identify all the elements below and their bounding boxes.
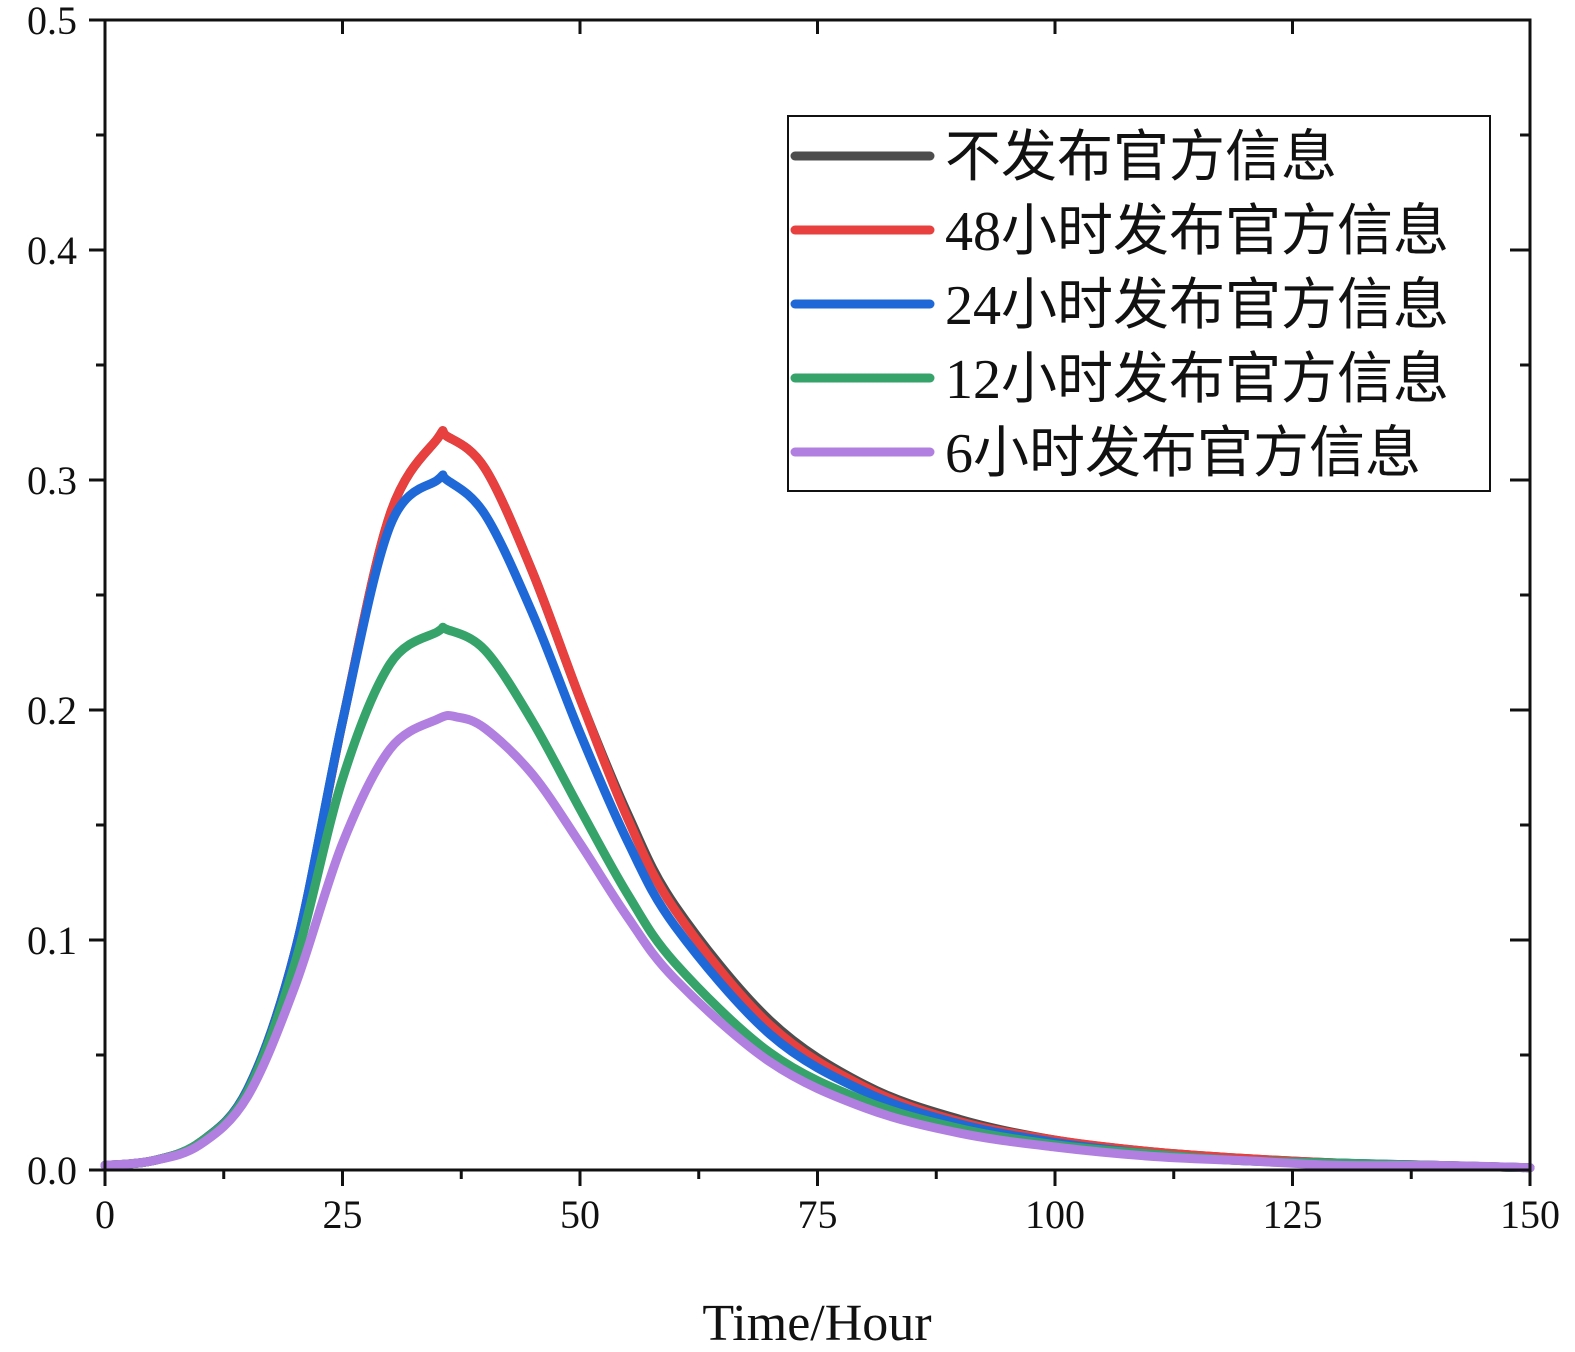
x-tick-label-0: 0 <box>95 1192 115 1237</box>
y-tick-label-5: 0.5 <box>27 0 77 43</box>
x-tick-label-2: 50 <box>560 1192 600 1237</box>
series-line-4 <box>100 710 1535 1173</box>
legend-item-3: 12小时发布官方信息 <box>790 349 1449 411</box>
x-axis-title: Time/Hour <box>702 1295 931 1352</box>
x-tick-label-4: 100 <box>1025 1192 1085 1237</box>
series-layer <box>100 426 1535 1173</box>
legend-label-3: 12小时发布官方信息 <box>945 349 1449 411</box>
y-tick-label-2: 0.2 <box>27 688 77 733</box>
y-tick-label-0: 0.0 <box>27 1148 77 1193</box>
y-tick-label-3: 0.3 <box>27 458 77 503</box>
legend-label-1: 48小时发布官方信息 <box>945 201 1449 263</box>
x-tick-labels: 0 25 50 75 100 125 150 <box>95 1192 1560 1237</box>
y-tick-labels: 0.0 0.1 0.2 0.3 0.4 0.5 <box>27 0 77 1193</box>
legend-item-2: 24小时发布官方信息 <box>790 275 1449 337</box>
legend-label-0: 不发布官方信息 <box>945 127 1337 189</box>
legend-item-0: 不发布官方信息 <box>790 127 1337 189</box>
y-tick-label-1: 0.1 <box>27 918 77 963</box>
y-tick-label-4: 0.4 <box>27 228 77 273</box>
legend-items: 不发布官方信息 48小时发布官方信息 24小时发布官方信息 12小时发布官方信息 6小时… <box>790 127 1449 485</box>
x-tick-label-1: 25 <box>323 1192 363 1237</box>
x-tick-label-3: 75 <box>798 1192 838 1237</box>
legend-item-4: 6小时发布官方信息 <box>790 423 1421 485</box>
x-tick-label-5: 125 <box>1263 1192 1323 1237</box>
legend-label-4: 6小时发布官方信息 <box>945 423 1421 485</box>
legend: 不发布官方信息 48小时发布官方信息 24小时发布官方信息 12小时发布官方信息 6小时… <box>787 115 1491 492</box>
legend-label-2: 24小时发布官方信息 <box>945 275 1449 337</box>
tick-layer <box>89 18 1532 1186</box>
legend-item-1: 48小时发布官方信息 <box>790 201 1449 263</box>
x-tick-label-6: 150 <box>1500 1192 1560 1237</box>
